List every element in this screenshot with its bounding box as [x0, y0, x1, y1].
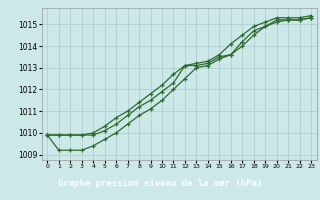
Text: Graphe pression niveau de la mer (hPa): Graphe pression niveau de la mer (hPa) — [58, 178, 262, 188]
